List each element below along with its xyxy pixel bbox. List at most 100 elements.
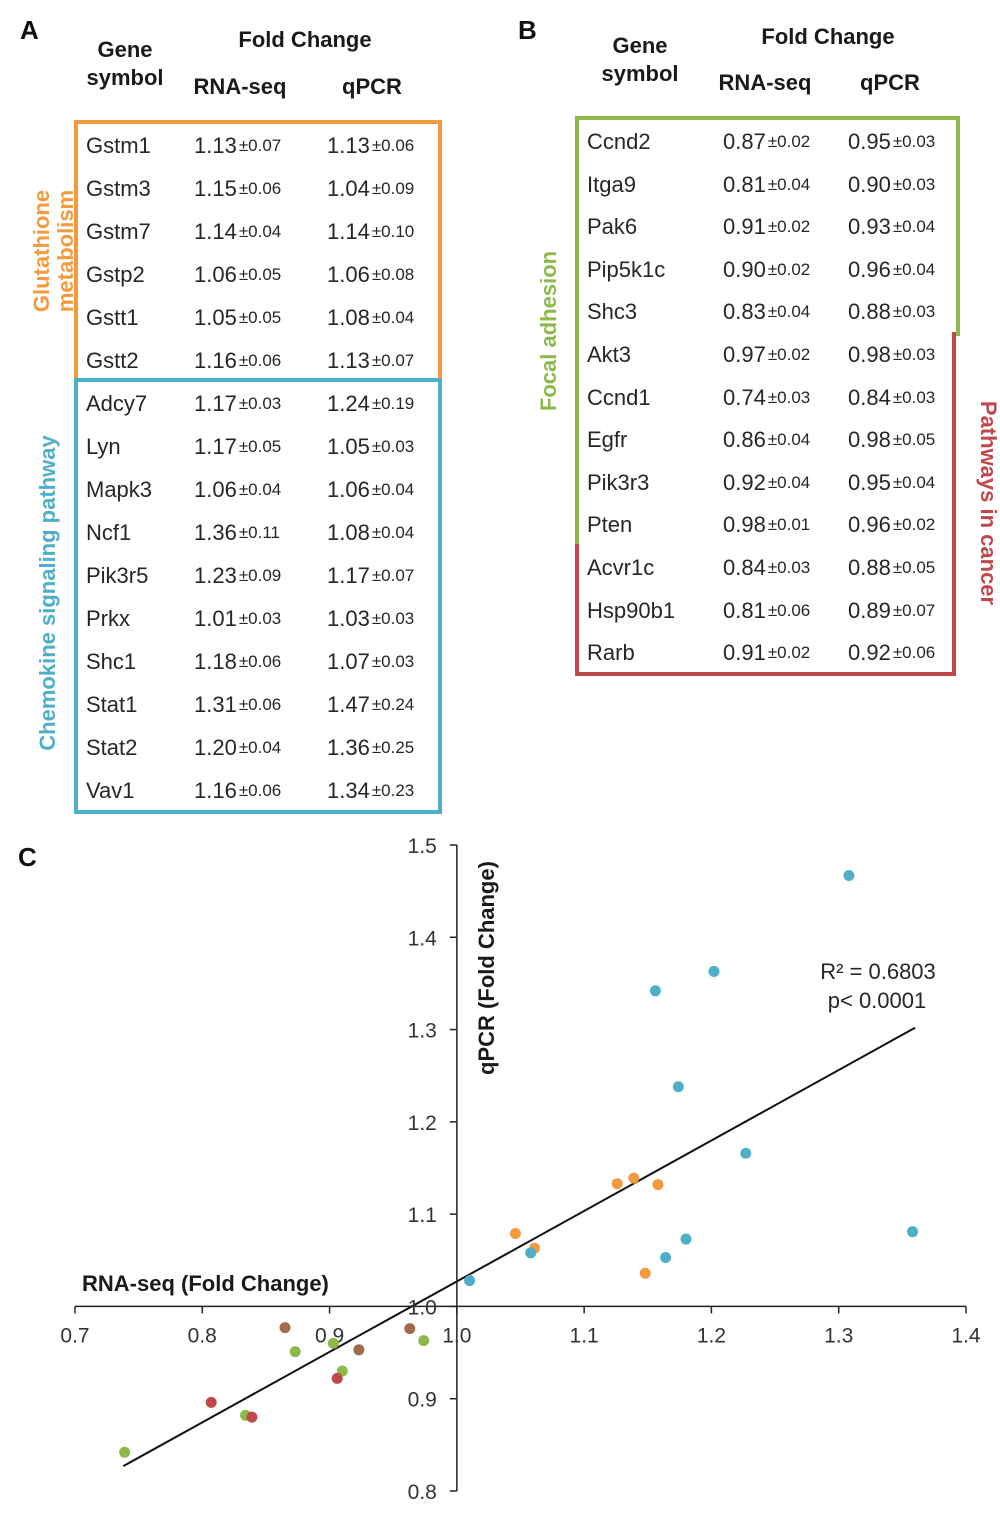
std-deviation: ±0.04 [238,222,282,241]
fold-change-value: 1.04 [327,176,370,201]
qpcr-value: 1.06 ±0.04 [327,468,414,511]
fold-change-value: 0.90 [848,171,891,197]
std-deviation: ±0.23 [371,781,415,800]
gene-symbol: Pip5k1c [587,256,666,282]
std-deviation: ±0.02 [767,345,811,364]
std-deviation: ±0.04 [371,523,415,542]
gene-symbol: Vav1 [86,778,135,803]
data-point [205,1396,217,1408]
y-tick-label: 0.9 [408,1389,437,1412]
qpcr-value: 1.06 ±0.08 [327,253,414,296]
std-deviation: ±0.05 [238,308,282,327]
y-tick-label: 1.0 [408,1296,437,1319]
table-row: Lyn 1.17 ±0.05 1.05 ±0.03 [86,425,436,468]
fold-change-value: 1.03 [327,606,370,631]
fold-change-value: 1.08 [327,520,370,545]
data-point [907,1226,919,1238]
std-deviation: ±0.01 [767,515,811,535]
std-deviation: ±0.03 [892,132,936,151]
table-b-qpcr-header: qPCR [860,70,920,95]
rnaseq-value: 1.20 ±0.04 [194,726,281,769]
fold-change-value: 1.16 [194,348,237,373]
table-row: Shc1 1.18 ±0.06 1.07 ±0.03 [86,640,436,683]
fold-change-value: 1.16 [194,778,237,803]
fold-change-value: 1.24 [327,391,370,416]
rnaseq-value: 0.83 ±0.04 [723,290,810,333]
rnaseq-value: 0.87 ±0.02 [723,120,810,163]
table-row: Adcy7 1.17 ±0.03 1.24 ±0.19 [86,382,436,425]
chemokine-group-label: Chemokine signaling pathway [35,435,60,751]
fold-change-value: 1.15 [194,176,237,201]
rnaseq-value: 0.74 ±0.03 [723,376,810,419]
fold-change-value: 0.83 [723,299,766,325]
std-deviation: ±0.03 [371,652,415,671]
fold-change-value: 0.98 [723,512,766,538]
std-deviation: ±0.25 [371,738,415,757]
fold-change-value: 0.96 [848,256,891,282]
table-row: Gstm3 1.15 ±0.06 1.04 ±0.09 [86,167,436,210]
gene-symbol: Gstm7 [86,219,151,244]
gene-symbol: Gstm3 [86,176,151,201]
std-deviation: ±0.02 [767,643,811,663]
table-row: Akt3 0.97 ±0.02 0.98 ±0.03 [587,333,957,376]
table-row: Acvr1c 0.84 ±0.03 0.88 ±0.05 [587,546,957,589]
fold-change-value: 1.17 [194,391,237,416]
std-deviation: ±0.09 [238,566,282,585]
x-tick-label: 0.7 [60,1324,89,1347]
data-point [843,869,855,881]
rnaseq-value: 1.06 ±0.05 [194,253,281,296]
table-b: Ccnd2 0.87 ±0.02 0.95 ±0.03 Itga9 0.81 ±0.04 0.9… [587,120,957,680]
qpcr-value: 1.24 ±0.19 [327,382,414,425]
qpcr-value: 0.90 ±0.03 [848,163,935,206]
fold-change-value: 0.88 [848,555,891,580]
table-row: Stat1 1.31 ±0.06 1.47 ±0.24 [86,683,436,726]
rnaseq-value: 0.91 ±0.02 [723,205,810,248]
data-point [464,1275,476,1287]
y-tick-label: 1.1 [408,1204,437,1227]
y-tick-label: 1.2 [408,1112,437,1135]
gene-symbol: Gstp2 [86,262,145,287]
fold-change-value: 1.13 [327,348,370,373]
fold-change-value: 0.92 [723,469,766,495]
fold-change-value: 1.36 [327,735,370,760]
x-tick-label: 1.3 [824,1324,853,1347]
std-deviation: ±0.02 [892,515,936,535]
std-deviation: ±0.02 [767,217,811,237]
fold-change-value: 1.06 [327,477,370,502]
rnaseq-value: 1.06 ±0.04 [194,468,281,511]
std-deviation: ±0.06 [767,600,811,620]
qpcr-value: 1.17 ±0.07 [327,554,414,597]
rnaseq-value: 1.14 ±0.04 [194,210,281,253]
fold-change-value: 1.20 [194,735,237,760]
std-deviation: ±0.08 [371,265,415,284]
qpcr-value: 1.07 ±0.03 [327,640,414,683]
std-deviation: ±0.04 [371,480,415,499]
table-row: Ccnd1 0.74 ±0.03 0.84 ±0.03 [587,376,957,419]
fold-change-value: 0.88 [848,299,891,325]
rnaseq-value: 1.17 ±0.03 [194,382,281,425]
x-axis-label: RNA-seq (Fold Change) [82,1271,329,1296]
table-row: Vav1 1.16 ±0.06 1.34 ±0.23 [86,769,436,812]
y-axis-label: qPCR (Fold Change) [474,861,499,1075]
data-point [740,1147,752,1159]
rnaseq-value: 1.31 ±0.06 [194,683,281,726]
qpcr-value: 1.36 ±0.25 [327,726,414,769]
qpcr-value: 0.96 ±0.02 [848,503,935,546]
fold-change-value: 0.96 [848,512,891,538]
data-point [279,1322,291,1334]
gene-symbol: Egfr [587,427,628,453]
table-row: Prkx 1.01 ±0.03 1.03 ±0.03 [86,597,436,640]
rnaseq-value: 1.18 ±0.06 [194,640,281,683]
fold-change-value: 1.36 [194,520,237,545]
std-deviation: ±0.06 [238,781,282,800]
rnaseq-value: 1.17 ±0.05 [194,425,281,468]
fold-change-value: 0.91 [723,214,766,240]
rnaseq-value: 1.16 ±0.06 [194,769,281,812]
std-deviation: ±0.03 [238,394,282,413]
rnaseq-value: 0.92 ±0.04 [723,461,810,504]
fold-change-value: 0.98 [848,342,891,367]
fold-change-value: 0.81 [723,597,766,623]
gene-symbol: Gstt1 [86,305,139,330]
gene-symbol: Pak6 [587,214,638,240]
gene-symbol: Gstt2 [86,348,139,373]
